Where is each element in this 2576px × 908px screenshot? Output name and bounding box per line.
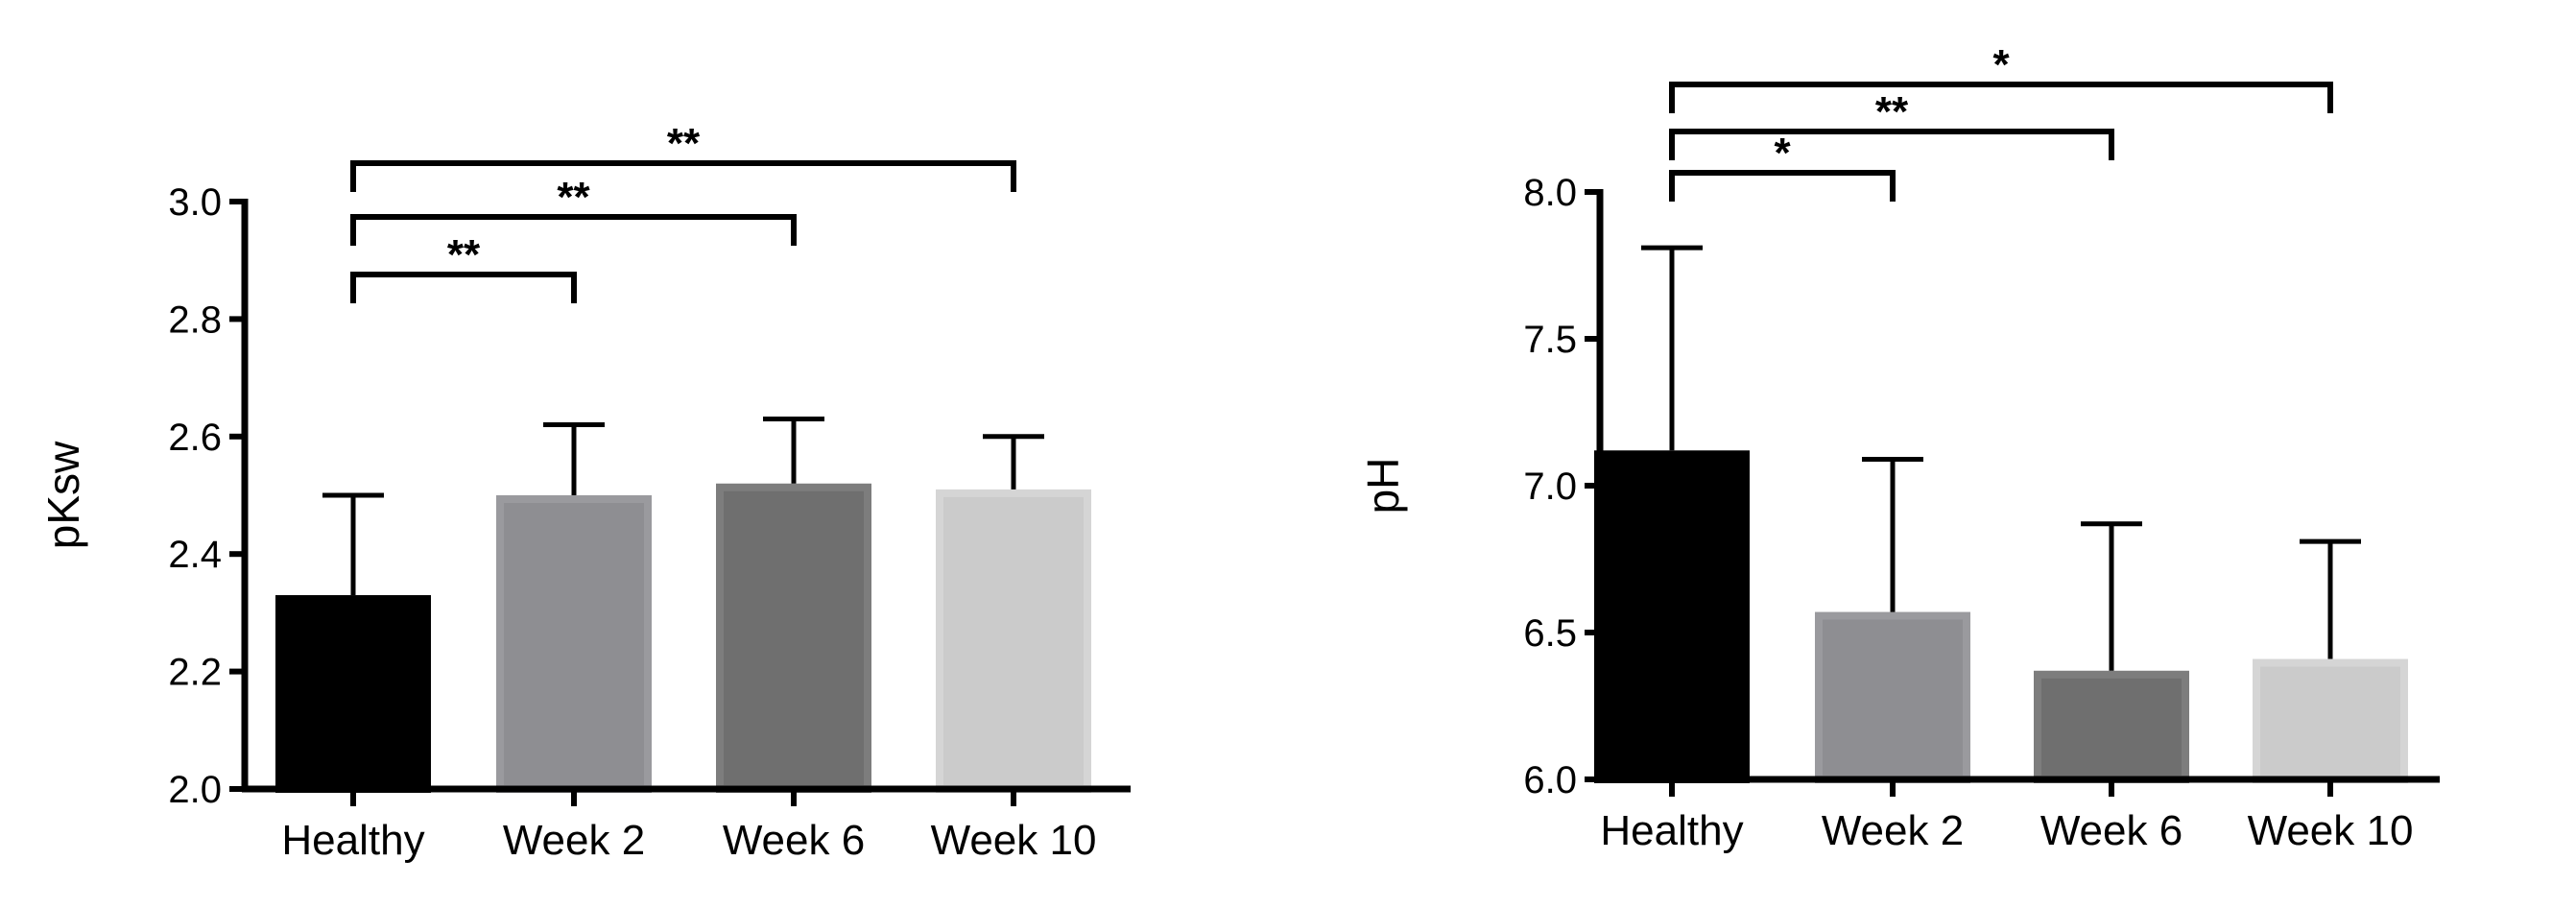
significance-label: ** [557,174,590,221]
x-tick-label: Week 6 [723,817,865,864]
y-tick-label: 3.0 [168,181,222,224]
bar-week-10 [2253,658,2408,783]
bar-healthy [275,595,431,793]
error-bar-week-2 [543,422,605,495]
pksw-panel: 2.0 2.2 2.4 2.6 2.8 3.0 Healthy Week 2 Week 6 Wee… [38,120,1131,864]
x-tick-label: Week 10 [931,817,1097,864]
x-tick-label: Week 10 [2248,807,2414,854]
significance-bracket: ** [350,120,1016,192]
y-tick-label: 2.0 [168,769,222,811]
significance-bracket: * [1669,41,2333,113]
significance-bracket: * [1669,130,1896,202]
y-axis-title: pKsw [38,441,88,549]
bar-week-2 [1815,611,1970,784]
y-tick-label: 2.4 [168,534,222,576]
bar-healthy [1594,450,1750,783]
x-tick-label: Healthy [281,817,424,864]
y-tick-label: 8.0 [1523,172,1577,214]
error-bar-healthy [322,492,384,596]
bar-week-2 [496,495,652,793]
significance-bracket: ** [350,231,577,303]
error-bar-week-6 [2081,521,2142,671]
y-tick-label: 7.5 [1523,319,1577,361]
significance-label: ** [447,231,481,278]
significance-label: * [1774,130,1791,177]
y-tick-label: 2.6 [168,417,222,459]
y-tick-label: 6.5 [1523,612,1577,655]
ph-panel: 6.0 6.5 7.0 7.5 8.0 Healthy Week 2 Week 6 Week 1… [1358,41,2440,854]
significance-bracket: ** [1669,88,2114,160]
x-tick-label: Week 2 [1822,807,1964,854]
y-tick-label: 7.0 [1523,466,1577,508]
error-bar-week-10 [983,434,1044,490]
error-bar-week-10 [2300,538,2361,659]
error-bar-healthy [1641,245,1703,451]
y-tick-label: 2.8 [168,299,222,341]
x-tick-label: Week 2 [503,817,645,864]
error-bar-week-6 [763,416,824,484]
error-bar-week-2 [1862,456,1923,612]
significance-label: * [1992,41,2010,88]
x-tick-label: Healthy [1600,807,1743,854]
y-tick-label: 2.2 [168,652,222,694]
significance-label: ** [667,120,701,167]
x-tick-label: Week 6 [2040,807,2182,854]
significance-bracket: ** [350,174,797,246]
y-axis-title: pH [1358,458,1408,514]
significance-label: ** [1875,88,1909,135]
bar-week-6 [2034,670,2189,784]
y-tick-label: 6.0 [1523,759,1577,801]
bar-week-10 [936,489,1091,793]
bar-week-6 [716,483,871,793]
